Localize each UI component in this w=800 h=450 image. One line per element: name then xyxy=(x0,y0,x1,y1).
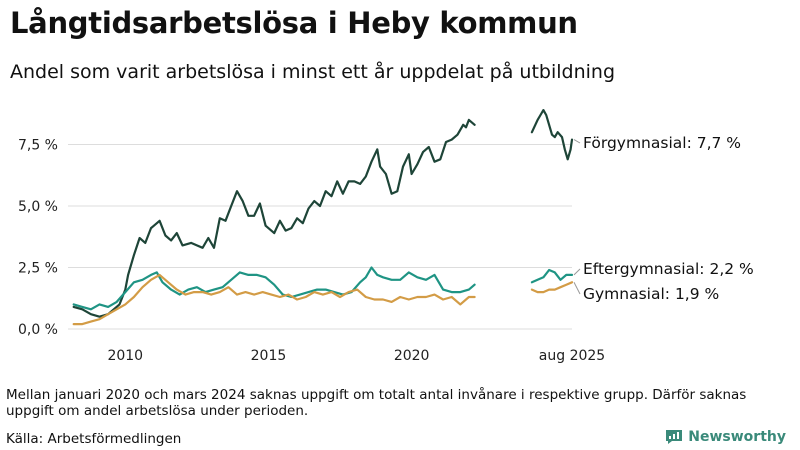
x-tick-label: aug 2025 xyxy=(539,348,605,364)
chart-bubble-icon xyxy=(666,430,683,444)
end-label-gymnasial: Gymnasial: 1,9 % xyxy=(583,285,719,303)
newsworthy-logo[interactable]: Newsworthy xyxy=(665,429,786,445)
end-label-eftergymnasial: Eftergymnasial: 2,2 % xyxy=(583,260,754,278)
y-tick-label: 0,0 % xyxy=(18,322,58,338)
series-line-gymnasial xyxy=(72,273,476,326)
chart-subtitle: Andel som varit arbetslösa i minst ett å… xyxy=(10,61,616,83)
x-tick-label: 2020 xyxy=(394,348,430,364)
end-label-förgymnasial: Förgymnasial: 7,7 % xyxy=(583,134,741,152)
series-line-förgymnasial xyxy=(530,109,574,161)
chart-title: Långtidsarbetslösa i Heby kommun xyxy=(10,6,578,40)
brand-name: Newsworthy xyxy=(688,429,786,445)
y-tick-label: 5,0 % xyxy=(18,199,58,215)
series-line-förgymnasial xyxy=(72,118,476,318)
y-tick-label: 2,5 % xyxy=(18,261,58,277)
series-line-eftergymnasial xyxy=(530,268,574,284)
x-tick-label: 2010 xyxy=(107,348,143,364)
y-tick-label: 7,5 % xyxy=(18,138,58,154)
x-tick-label: 2015 xyxy=(251,348,287,364)
end-label-leader xyxy=(573,139,581,144)
line-chart: 0,0 % 2,5 % 5,0 % 7,5 % 2010 2015 2020 aug 2025… xyxy=(18,109,754,364)
source-line: Källa: Arbetsförmedlingen xyxy=(6,431,182,447)
end-label-leader xyxy=(573,282,581,295)
end-label-leader xyxy=(573,268,581,276)
series-line-eftergymnasial xyxy=(72,266,476,311)
series-line-gymnasial xyxy=(530,281,574,294)
footnote: Mellan januari 2020 och mars 2024 saknas… xyxy=(6,387,747,419)
